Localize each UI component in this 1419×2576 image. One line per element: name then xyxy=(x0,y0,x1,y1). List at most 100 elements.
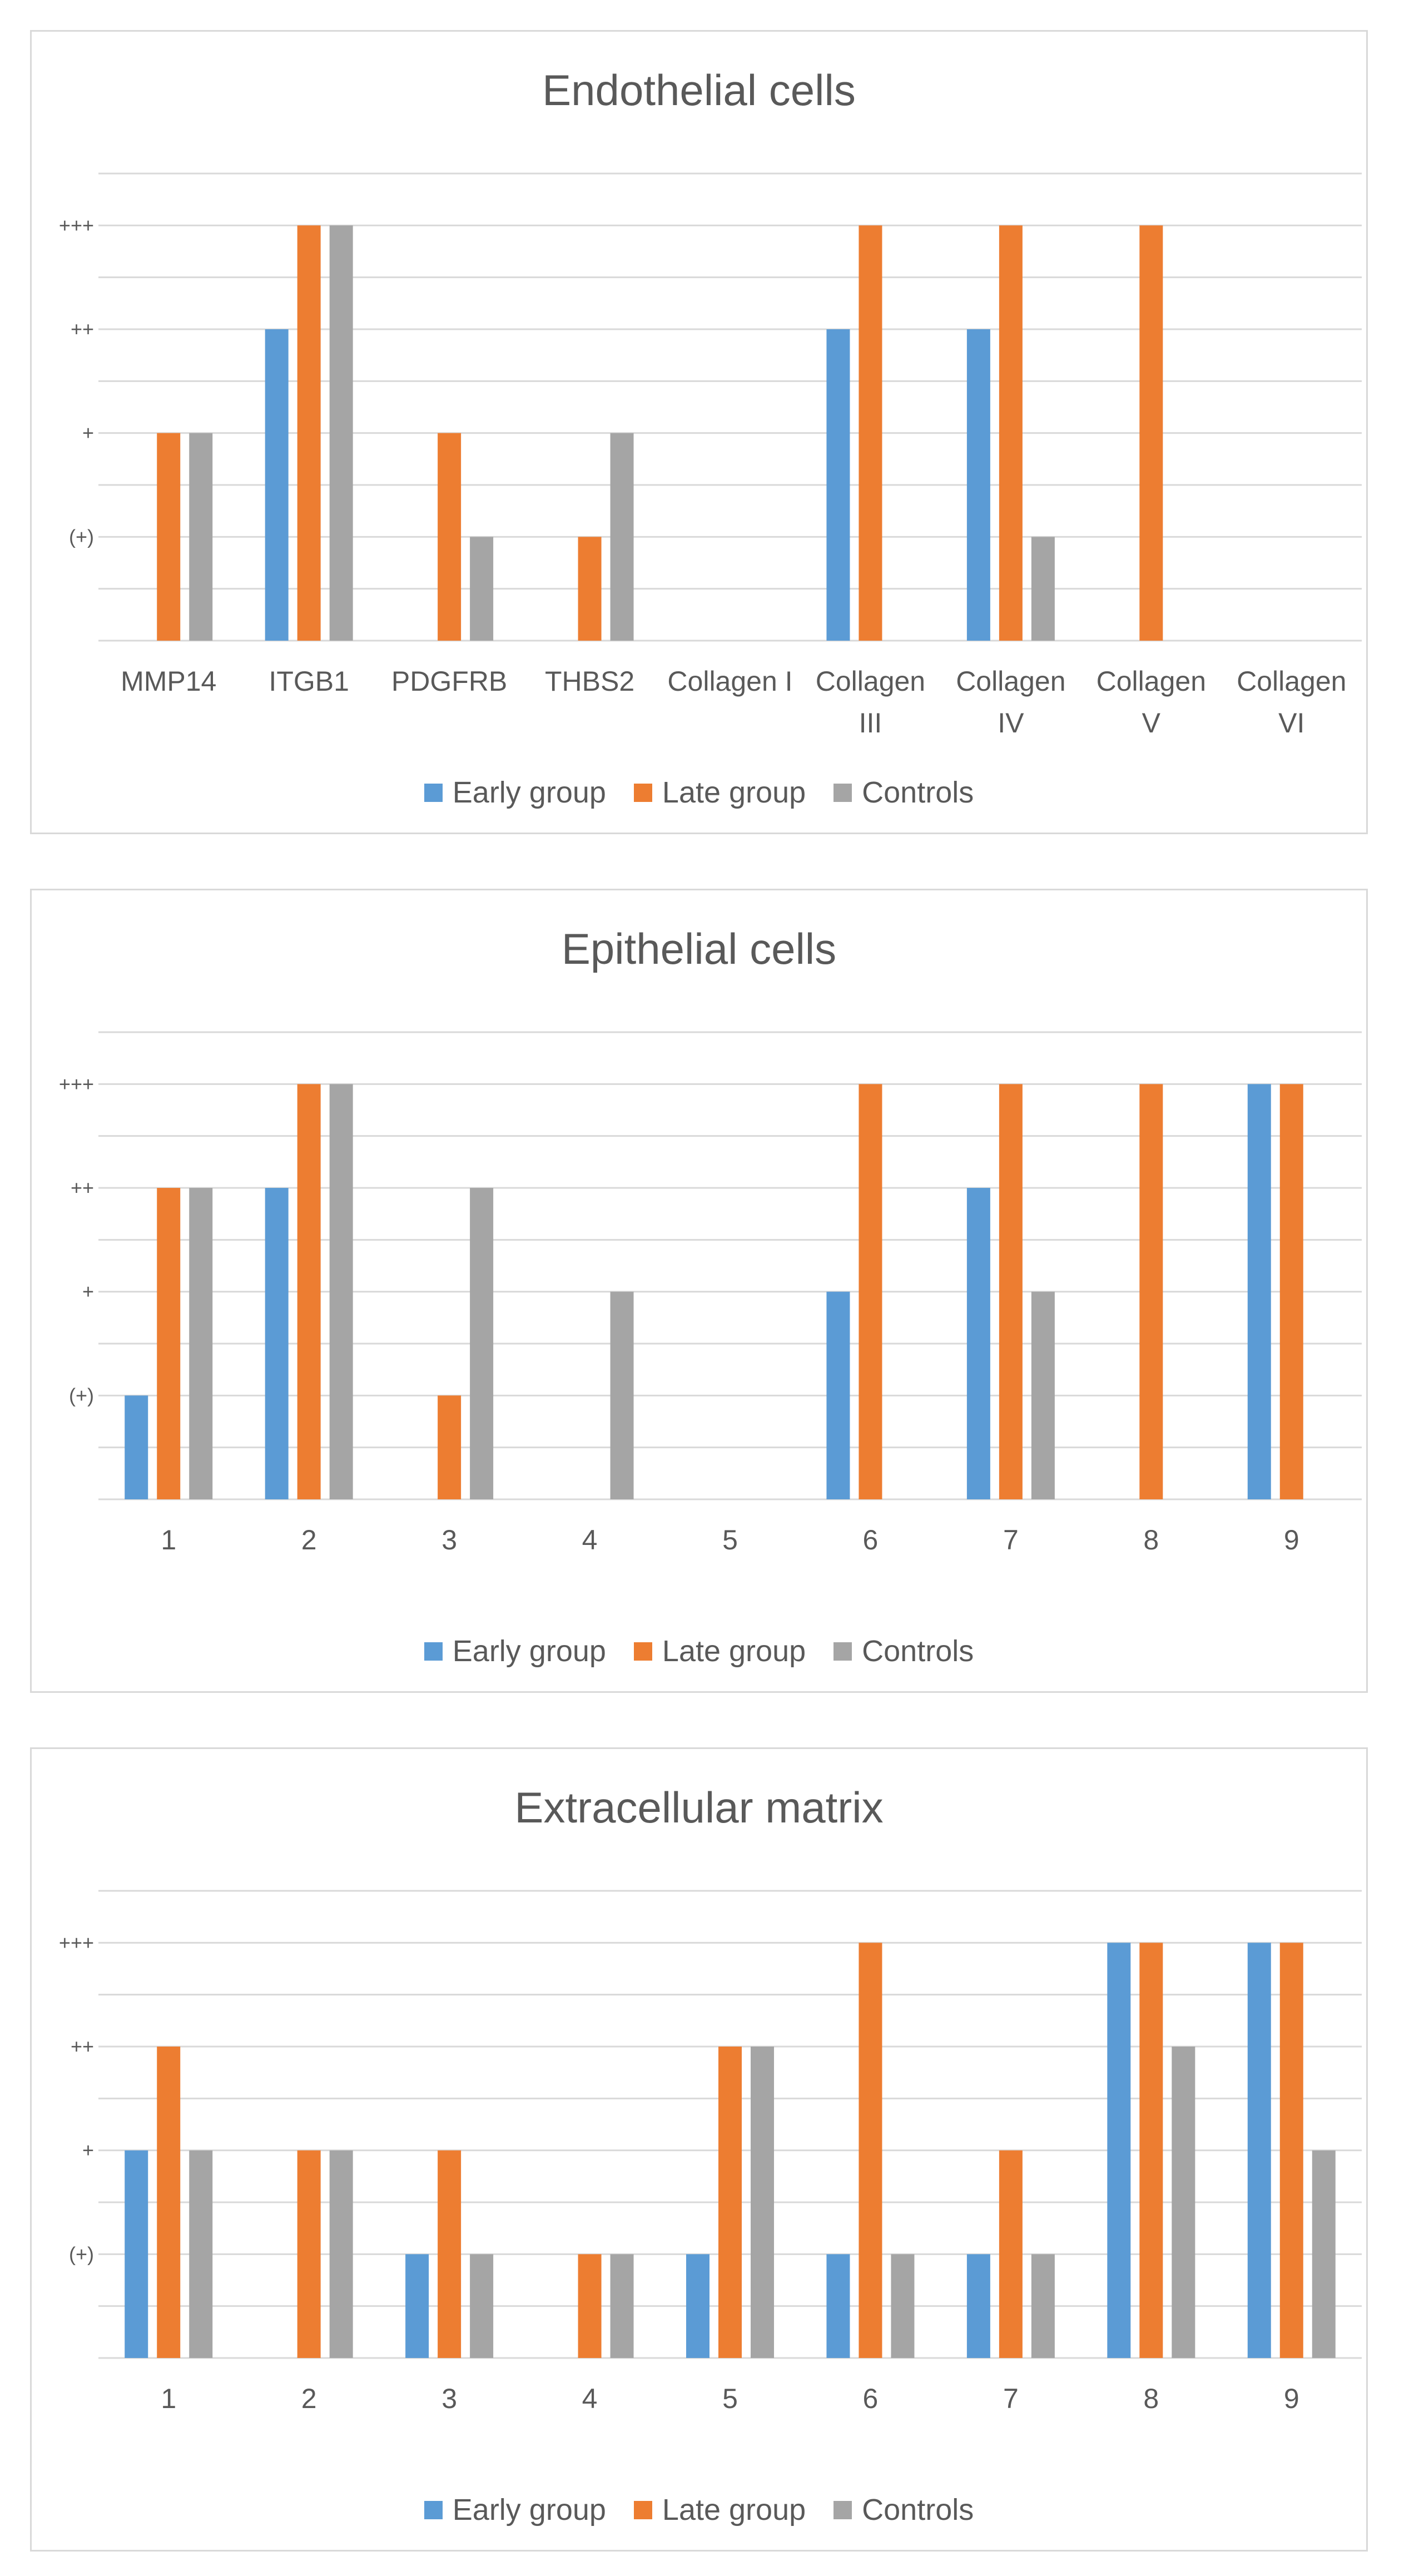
x-axis: MMP14 ITGB1 PDGFRB THBS2 Collagen I Collagen I… xyxy=(121,666,1346,739)
bar-early-group xyxy=(826,329,850,641)
y-tick-label: + xyxy=(82,1280,94,1303)
x-tick-label: Collagen I xyxy=(667,666,792,697)
x-tick-label: 9 xyxy=(1284,2383,1299,2414)
legend-swatch xyxy=(833,783,852,802)
x-tick-label: THBS2 xyxy=(545,666,634,697)
bar-early-group xyxy=(826,2254,850,2358)
bar-controls xyxy=(329,1084,353,1499)
legend-label: Controls xyxy=(862,2493,974,2527)
bar-late-group xyxy=(297,1084,321,1499)
legend-entry: Early group xyxy=(424,2493,606,2527)
legend: Early group Late group Controls xyxy=(32,2493,1366,2527)
bar-late-group xyxy=(1139,225,1163,641)
x-tick-label: Collagen V xyxy=(1096,666,1206,739)
legend-swatch xyxy=(424,783,443,802)
bars xyxy=(125,1943,1336,2358)
bar-late-group xyxy=(999,225,1023,641)
x-tick-label: 4 xyxy=(582,1524,598,1555)
legend-entry: Controls xyxy=(833,2493,974,2527)
bar-controls xyxy=(610,2254,634,2358)
bar-late-group xyxy=(157,2047,181,2358)
x-tick-label: 8 xyxy=(1143,1524,1159,1555)
bar-early-group xyxy=(265,1188,289,1499)
plot-area: (+)++++++1 2 3 4 5 6 7 8 9 xyxy=(59,1031,1362,1555)
legend-label: Late group xyxy=(662,1634,806,1668)
legend-label: Controls xyxy=(862,1634,974,1668)
x-tick-label: 5 xyxy=(722,1524,738,1555)
bar-late-group xyxy=(1279,1943,1303,2358)
bar-controls xyxy=(470,1188,494,1499)
chart-title: Endothelial cells xyxy=(542,66,856,115)
bar-late-group xyxy=(1139,1084,1163,1499)
x-tick-label: ITGB1 xyxy=(269,666,349,697)
y-axis: (+)++++++ xyxy=(59,214,94,548)
x-tick-label: Collagen VI xyxy=(1237,666,1346,739)
x-tick-label: 3 xyxy=(441,2383,457,2414)
y-tick-label: +++ xyxy=(59,214,94,236)
bar-controls xyxy=(470,537,494,641)
legend-entry: Controls xyxy=(833,775,974,810)
plot-area: (+)++++++1 2 3 4 5 6 7 8 9 xyxy=(59,1890,1362,2414)
bar-controls xyxy=(189,433,213,641)
bar-early-group xyxy=(265,329,289,641)
legend-swatch xyxy=(633,2500,652,2519)
bar-late-group xyxy=(718,2047,742,2358)
bar-controls xyxy=(610,1291,634,1499)
bar-early-group xyxy=(125,2150,148,2358)
bar-late-group xyxy=(999,1084,1023,1499)
y-axis: (+)++++++ xyxy=(59,1072,94,1406)
x-tick-label: 1 xyxy=(161,1524,176,1555)
bar-late-group xyxy=(578,537,602,641)
bar-early-group xyxy=(966,329,990,641)
bar-late-group xyxy=(297,2150,321,2358)
x-tick-label: 3 xyxy=(441,1524,457,1555)
bar-late-group xyxy=(157,1188,181,1499)
bar-early-group xyxy=(1107,1943,1131,2358)
legend-entry: Controls xyxy=(833,1634,974,1668)
bar-controls xyxy=(1031,1291,1055,1499)
x-tick-label: 2 xyxy=(301,1524,317,1555)
x-tick-label: 8 xyxy=(1143,2383,1159,2414)
x-tick-label: 7 xyxy=(1003,1524,1019,1555)
bar-late-group xyxy=(578,2254,602,2358)
y-tick-label: ++ xyxy=(71,1176,94,1199)
bar-early-group xyxy=(125,1395,148,1499)
bar-late-group xyxy=(438,2150,462,2358)
bar-controls xyxy=(1031,2254,1055,2358)
bar-late-group xyxy=(859,1084,882,1499)
x-tick-label: 9 xyxy=(1284,1524,1299,1555)
bar-early-group xyxy=(405,2254,429,2358)
x-tick-label: 5 xyxy=(722,2383,738,2414)
bar-controls xyxy=(610,433,634,641)
bar-controls xyxy=(329,2150,353,2358)
x-tick-label: 6 xyxy=(863,2383,879,2414)
legend-entry: Late group xyxy=(633,775,806,810)
x-tick-label: Collagen III xyxy=(816,666,925,739)
legend-label: Early group xyxy=(452,2493,606,2527)
y-tick-label: (+) xyxy=(69,2242,94,2265)
legend-swatch xyxy=(633,1642,652,1661)
bar-late-group xyxy=(297,225,321,641)
chart-title: Extracellular matrix xyxy=(514,1783,884,1832)
bars xyxy=(157,225,1163,641)
bar-early-group xyxy=(686,2254,710,2358)
y-tick-label: + xyxy=(82,2139,94,2162)
legend-entry: Early group xyxy=(424,1634,606,1668)
bar-early-group xyxy=(966,1188,990,1499)
bar-late-group xyxy=(438,1395,462,1499)
bar-controls xyxy=(1172,2047,1195,2358)
bar-late-group xyxy=(157,433,181,641)
x-tick-label: 2 xyxy=(301,2383,317,2414)
legend-swatch xyxy=(833,2500,852,2519)
legend-label: Early group xyxy=(452,776,606,809)
x-tick-label: 7 xyxy=(1003,2383,1019,2414)
legend-label: Controls xyxy=(862,776,974,809)
bars xyxy=(125,1084,1303,1499)
bar-late-group xyxy=(1139,1943,1163,2358)
chart-endothelial-cells: (+) + ++ +++ MMP14 ITGB1 PDGFRB THBS2 Collagen I… xyxy=(30,30,1368,834)
y-tick-label: +++ xyxy=(59,1931,94,1954)
x-tick-label: 4 xyxy=(582,2383,598,2414)
y-tick-label: +++ xyxy=(59,1072,94,1095)
legend: Early group Late group Controls xyxy=(32,776,1366,809)
legend-swatch xyxy=(833,1642,852,1661)
